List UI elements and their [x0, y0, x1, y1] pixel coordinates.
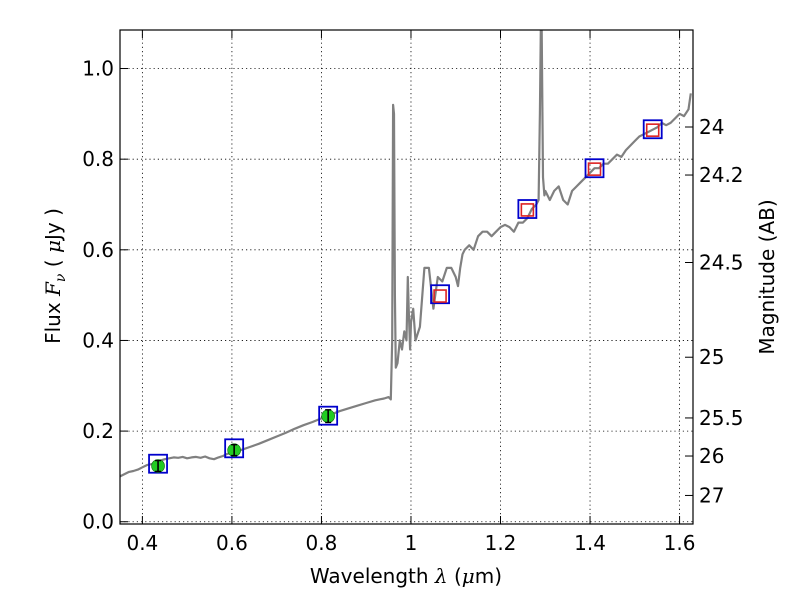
x-tick-label: 0.4	[126, 531, 158, 555]
x-axis-label-text: Wavelength	[310, 564, 435, 588]
plot-frame	[119, 29, 694, 525]
y2-axis-label: Magnitude (AB)	[755, 199, 779, 354]
y-axis-label-text: Flux	[41, 296, 65, 344]
y-tick-label: 0.8	[82, 147, 114, 171]
y-tick-label: 0.6	[82, 238, 114, 262]
model-photometry-marker	[584, 158, 605, 179]
spectrum-line	[120, 30, 692, 478]
y-tick-label: 0.4	[82, 328, 114, 352]
y2-tick-label: 24.5	[699, 250, 744, 274]
y2-tick-label: 25.5	[699, 406, 744, 430]
y-axis-label-unit-prefix: μ	[41, 240, 65, 253]
x-tick-label: 1.6	[664, 531, 696, 555]
model-photometry-marker	[430, 284, 450, 305]
y-tick-label: 0.2	[82, 419, 114, 443]
y-axis-label-symbol: F	[41, 281, 65, 297]
x-tick-label: 0.6	[216, 531, 248, 555]
model-photometry-marker	[318, 405, 339, 426]
y2-tick-label: 25	[699, 345, 724, 369]
y-axis-label-subscript: ν	[53, 273, 69, 282]
x-axis-label-unit-prefix: μ	[462, 564, 475, 588]
upper-limit-marker	[433, 289, 447, 303]
x-tick-label: 1	[405, 531, 418, 555]
model-photometry-marker	[517, 199, 538, 219]
y2-tick-label: 27	[699, 483, 724, 507]
y-tick-label: 0.0	[82, 510, 114, 534]
model-photometry-marker	[642, 119, 663, 140]
y-axis-label: Flux Fν ( μJy )	[41, 208, 69, 344]
grid-lines	[120, 30, 693, 524]
x-tick-label: 1.2	[485, 531, 517, 555]
model-photometry-marker	[224, 438, 245, 459]
y2-tick-label: 26	[699, 444, 724, 468]
x-axis-label-unit: m)	[475, 564, 502, 588]
x-tick-label: 0.8	[306, 531, 338, 555]
x-tick-label: 1.4	[574, 531, 606, 555]
x-axis-label: Wavelength λ (μm)	[310, 564, 502, 588]
upper-limit-marker	[645, 123, 660, 137]
axis-ticks: 0.4 0.6 0.8 1 1.2 1.4 1.6 0.0 0.2 0.4 0.6 0.8 1.0 24 2…	[82, 30, 744, 555]
y2-tick-label: 24	[699, 115, 724, 139]
y-tick-label: 1.0	[82, 57, 114, 81]
upper-limit-marker	[520, 203, 535, 217]
upper-limit-marker	[587, 162, 602, 176]
y-axis-label-unit: Jy )	[41, 208, 65, 242]
y2-tick-label: 24.2	[699, 163, 744, 187]
x-axis-label-symbol: λ	[434, 564, 448, 588]
plot-area	[120, 30, 692, 478]
y-axis-label-paren-open: (	[41, 253, 65, 274]
x-axis-label-paren-open: (	[448, 564, 462, 588]
